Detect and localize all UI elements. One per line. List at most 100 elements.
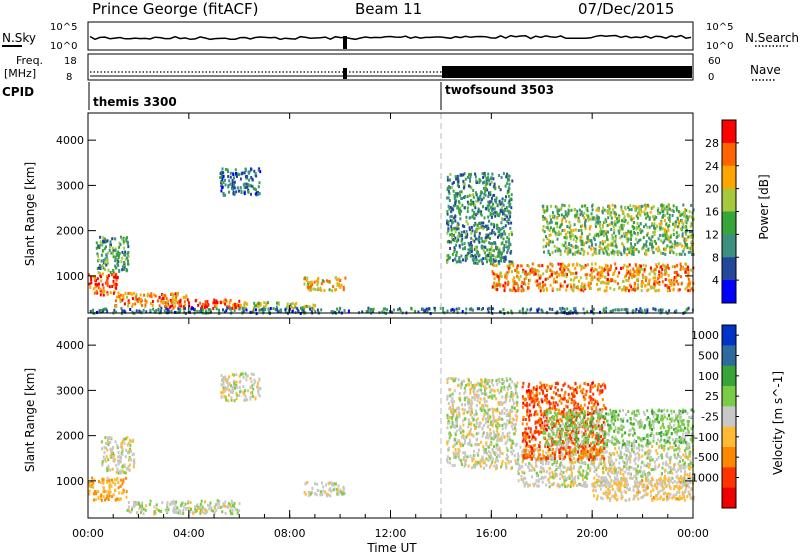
power-cell [604,267,607,271]
velocity-cell [493,451,496,455]
velocity-cell [478,424,481,428]
velocity-cell [496,439,499,443]
power-cell [607,211,609,215]
power-cell [597,271,600,275]
power-cell [556,237,559,241]
velocity-cell [493,394,496,398]
power-cell [481,172,484,176]
power-cell [590,240,593,244]
velocity-cell [207,503,209,507]
power-cell [477,237,480,241]
power-cell [602,242,604,246]
velocity-cell [230,398,233,402]
power-cell [581,224,584,228]
velocity-cell [501,417,504,421]
velocity-cell [462,419,465,423]
power-cell [673,282,676,286]
power-cell [451,232,453,236]
velocity-cell [635,446,638,450]
power-cell [569,283,572,287]
power-cell [559,307,562,311]
velocity-cell [121,453,124,457]
power-cell [627,237,630,241]
power-colorbar-swatch [722,211,736,235]
power-cell [574,244,577,248]
velocity-cell [566,485,569,488]
power-cell [134,302,137,306]
velocity-cell [177,511,180,515]
power-cell [484,193,487,197]
power-cell [506,249,509,253]
power-cell [485,177,488,181]
velocity-cell [514,459,517,463]
power-cell [493,285,496,289]
velocity-cell [238,509,241,513]
power-cell [222,171,225,175]
power-cell [131,310,134,314]
power-cell [504,224,507,228]
velocity-cell [128,505,130,509]
velocity-cell [532,482,535,486]
power-cell [632,227,635,231]
power-cell [287,309,290,312]
power-cell [639,213,642,217]
power-cell [157,299,159,303]
power-cell [215,299,218,303]
power-cell [126,252,129,256]
velocity-cell [88,489,91,493]
freq-tick-bottom: 8 [66,72,72,83]
power-cell [567,268,570,272]
power-cell [314,288,317,291]
power-cell [508,232,511,236]
power-cell [471,248,474,252]
power-cell [683,245,686,249]
power-cell [608,223,611,227]
power-cell [231,180,234,184]
power-cell [595,268,598,272]
power-cell [110,251,113,255]
velocity-cell [208,504,211,508]
power-cell [309,281,312,285]
velocity-cell [114,482,117,486]
velocity-cell [476,389,479,393]
power-cell [564,213,567,216]
power-cell [144,303,147,307]
power-cell [653,280,656,284]
power-cell [521,289,524,293]
power-cell [588,217,591,221]
power-cell [571,233,574,237]
velocity-cell [455,424,458,428]
velocity-cell [470,443,473,447]
power-cell [339,307,342,311]
power-cell [638,210,640,214]
power-cell [447,229,450,233]
power-cell [666,265,669,269]
power-cell [645,244,648,248]
velocity-cell [339,488,342,492]
power-cell [636,268,638,272]
velocity-cell [258,394,261,398]
velocity-cell [481,434,484,438]
velocity-region-4 [303,481,346,498]
velocity-cell [187,506,190,510]
power-cell [511,233,513,236]
velocity-cell [451,416,453,419]
power-cell [179,298,182,302]
velocity-cell [564,477,567,481]
power-cell [662,251,665,255]
power-cell [648,217,651,221]
power-cell [462,181,465,185]
power-cell [309,307,311,311]
power-cell [509,202,512,206]
power-cell [619,236,622,240]
velocity-cell [511,380,514,384]
power-cell [652,270,655,274]
power-cell [484,189,487,193]
velocity-cell [464,389,467,393]
power-cell [498,227,501,230]
velocity-cell [509,399,511,402]
velocity-cell [505,453,508,457]
power-cell [587,214,590,218]
velocity-cell [469,432,472,436]
power-cell [573,223,576,227]
